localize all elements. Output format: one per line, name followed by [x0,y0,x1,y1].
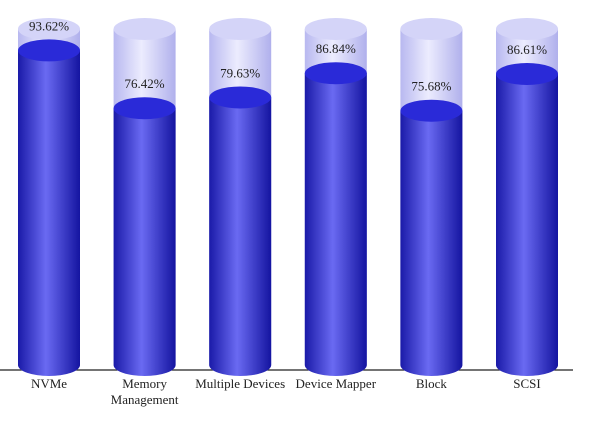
cylinder-bar [400,110,463,377]
x-tick-label: Device Mapper [295,376,377,391]
cylinder-bar-top [113,97,176,120]
x-tick-label: SCSI [513,376,541,391]
cylinder-bar-top [209,86,272,109]
value-label: 93.62% [29,18,69,33]
cylinder-bar [209,97,272,376]
x-tick-label: Multiple Devices [195,376,286,391]
x-tick-label: NVMe [30,376,68,391]
cylinder-background-top [113,18,176,40]
value-label: 79.63% [220,65,260,80]
value-label: 86.61% [507,42,547,57]
value-label: 75.68% [411,79,451,94]
x-tick-label: Memory Management [110,376,179,407]
cylinder-background-top [400,18,463,40]
cylinder-bar [304,73,367,377]
x-tick-label: Block [415,376,447,391]
value-label: 76.42% [125,76,165,91]
cylinder-background-top [18,18,80,40]
cylinder-bar [496,73,558,376]
cylinder-bar [18,50,80,377]
cylinder-background-top [496,18,558,40]
cylinder-bar-top [496,62,558,85]
cylinder-bar-top [400,99,463,122]
cylinder-background-top [209,18,272,40]
cylinder-background-top [304,18,367,40]
cylinder-bar [113,108,176,377]
value-label: 86.84% [316,41,356,56]
cylinder-bar-top [18,39,80,62]
cylinder-bar-top [304,62,367,85]
